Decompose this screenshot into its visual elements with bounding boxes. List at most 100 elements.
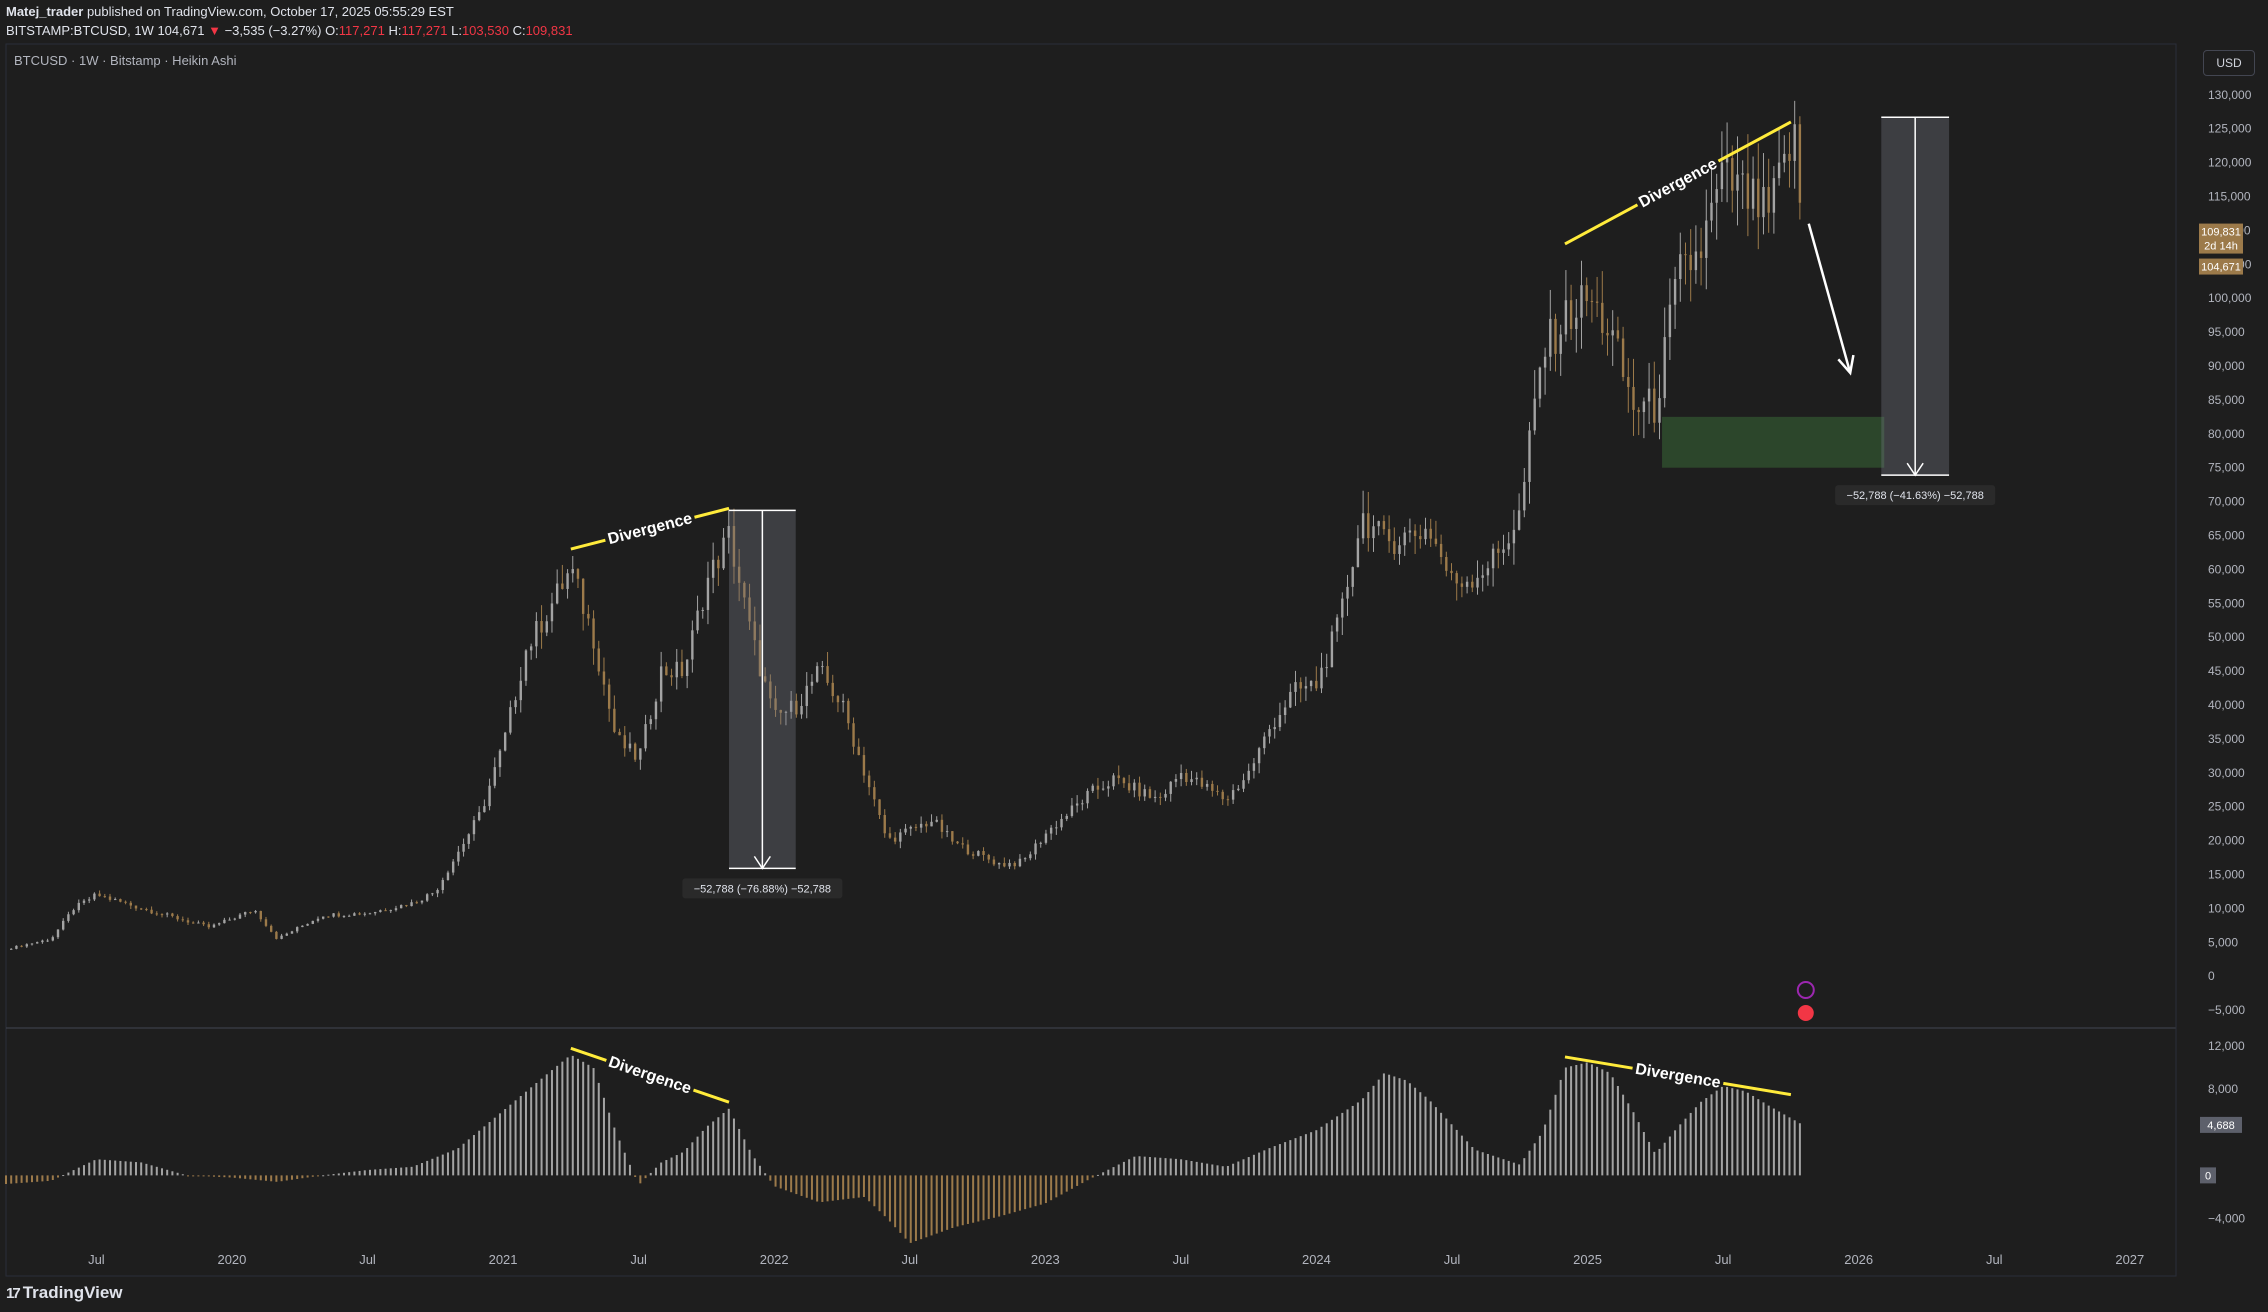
histogram-bar xyxy=(946,1175,949,1230)
histogram-bar xyxy=(862,1175,865,1197)
author-name[interactable]: Matej_trader xyxy=(6,4,84,19)
histogram-bar xyxy=(1726,1086,1729,1176)
histogram-bar xyxy=(1299,1136,1302,1176)
histogram-bar xyxy=(1705,1098,1708,1176)
histogram-bar xyxy=(368,1169,371,1176)
histogram-bar xyxy=(764,1173,767,1176)
candle xyxy=(1044,829,1048,845)
histogram-bar xyxy=(171,1171,174,1176)
candle-body xyxy=(1273,727,1276,730)
candle-body xyxy=(509,707,512,733)
currency-button[interactable]: USD xyxy=(2203,50,2255,76)
histogram-bar xyxy=(1590,1064,1593,1176)
histogram-bar xyxy=(1180,1159,1183,1176)
histogram-bar xyxy=(478,1130,481,1176)
candle xyxy=(358,912,361,916)
ohlc-open-label: O: xyxy=(325,23,339,38)
histogram-bar xyxy=(608,1112,611,1176)
candle xyxy=(639,748,642,770)
candle-body xyxy=(306,923,309,926)
candle-body xyxy=(613,708,616,732)
histogram-bar xyxy=(1252,1154,1255,1176)
candle xyxy=(51,935,54,942)
candle xyxy=(821,660,824,675)
histogram-bar xyxy=(1752,1095,1755,1176)
histogram-bar xyxy=(1798,1123,1801,1176)
candle-body xyxy=(1018,858,1022,867)
candle-body xyxy=(217,923,221,925)
tradingview-logo[interactable]: 17 TradingView xyxy=(6,1283,123,1303)
histogram-bar xyxy=(82,1165,85,1176)
candle xyxy=(176,914,179,922)
candle xyxy=(379,909,382,913)
candle xyxy=(685,659,689,689)
candle-body xyxy=(1689,254,1692,271)
candle-body xyxy=(748,597,751,622)
histogram-bar xyxy=(639,1175,642,1184)
candle-body xyxy=(353,913,356,916)
candle-body xyxy=(1335,617,1339,632)
x-tick-label: Jul xyxy=(1444,1252,1461,1267)
histogram-bar xyxy=(899,1175,902,1233)
candle xyxy=(1049,824,1053,840)
candle xyxy=(197,920,200,924)
histogram-bar xyxy=(166,1169,169,1176)
histogram-bar xyxy=(1190,1161,1193,1176)
candle xyxy=(1720,131,1724,202)
candle-body xyxy=(1268,729,1271,737)
candle-body xyxy=(342,915,346,917)
candle xyxy=(1705,189,1708,290)
candle-body xyxy=(1465,581,1469,587)
candle-body xyxy=(945,831,949,833)
histogram-bar xyxy=(1159,1157,1162,1176)
y-tick-label: 115,000 xyxy=(2208,190,2251,204)
histogram-bar xyxy=(1382,1073,1385,1176)
target-zone xyxy=(1662,416,1885,468)
histogram-bar xyxy=(738,1128,741,1176)
histogram-bar xyxy=(389,1168,392,1176)
histogram-bar xyxy=(394,1167,397,1176)
histogram-bar xyxy=(790,1175,793,1193)
histogram-bar xyxy=(1429,1101,1432,1176)
histogram-bar xyxy=(883,1175,886,1217)
candle-body xyxy=(358,913,361,915)
candle-body xyxy=(1523,481,1526,511)
candle-body xyxy=(1621,338,1625,378)
candle xyxy=(301,925,304,928)
candle xyxy=(587,604,590,626)
candle-body xyxy=(571,569,574,574)
candle xyxy=(826,652,829,686)
candle xyxy=(1710,168,1713,233)
histogram-bar xyxy=(587,1064,590,1176)
candle xyxy=(1263,732,1266,755)
candle-body xyxy=(1611,330,1614,336)
candle xyxy=(1460,576,1464,598)
candle-body xyxy=(566,573,569,589)
candle xyxy=(722,528,725,570)
candle xyxy=(181,916,184,922)
candle-body xyxy=(1133,782,1136,791)
candle xyxy=(888,827,892,839)
candle-body xyxy=(992,859,996,865)
histogram-bar xyxy=(1564,1067,1567,1176)
histogram-bar xyxy=(1757,1099,1760,1176)
histogram-bar xyxy=(1341,1112,1344,1176)
candle xyxy=(1023,857,1027,862)
candle-body xyxy=(1309,680,1313,687)
candle-body xyxy=(1455,573,1458,584)
measure-label-box xyxy=(682,878,843,899)
histogram-bar xyxy=(842,1175,845,1200)
candle xyxy=(519,666,522,713)
x-tick-label: 2022 xyxy=(760,1252,789,1267)
price-divergence-line xyxy=(1564,203,1639,246)
candle xyxy=(524,649,528,686)
histogram-bar xyxy=(743,1139,746,1176)
histogram-bar xyxy=(1746,1092,1749,1176)
histogram-bar xyxy=(363,1170,366,1176)
candle xyxy=(633,742,637,762)
histogram-bar xyxy=(353,1171,356,1176)
candle xyxy=(1595,276,1599,317)
candle xyxy=(873,780,876,807)
candle xyxy=(1408,518,1412,543)
